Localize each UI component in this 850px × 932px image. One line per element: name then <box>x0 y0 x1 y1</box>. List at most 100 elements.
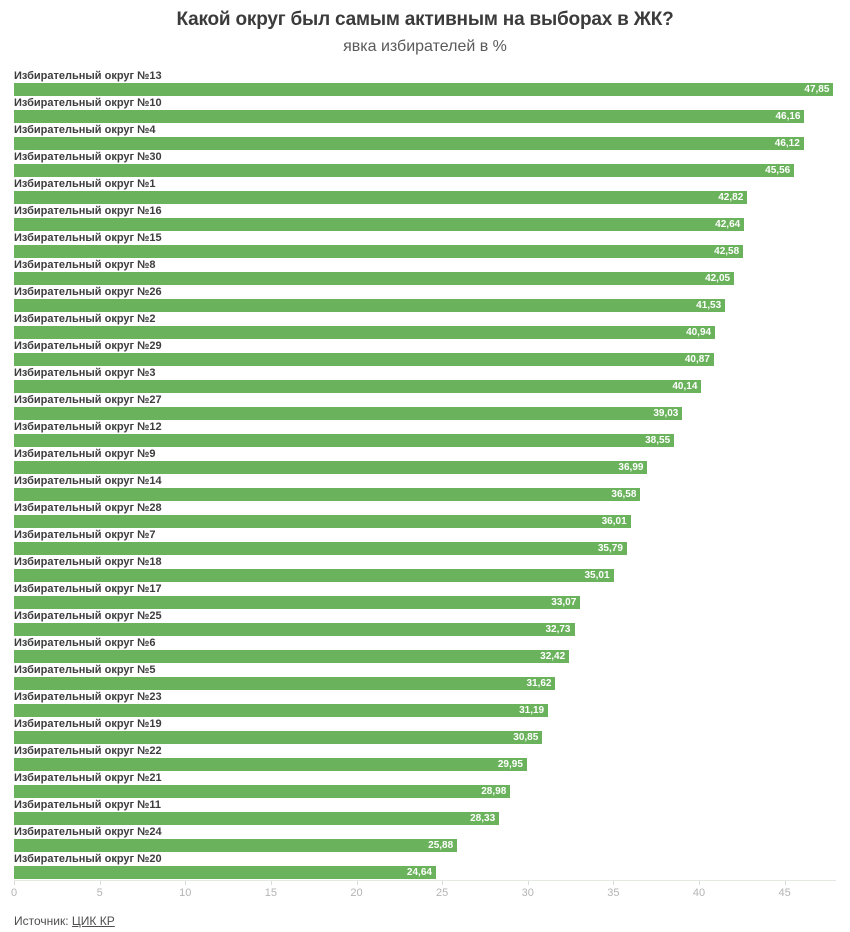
bar-value: 47,85 <box>804 84 830 95</box>
bar-row: Избирательный округ №25 32,73 <box>14 610 836 636</box>
bar: 31,62 <box>14 677 556 690</box>
bar-label: Избирательный округ №19 <box>14 718 162 730</box>
bar-label: Избирательный округ №14 <box>14 475 162 487</box>
bar: 40,87 <box>14 353 714 366</box>
bar-track: 38,55 <box>14 434 836 447</box>
bar-row: Избирательный округ №17 33,07 <box>14 583 836 609</box>
bar-label: Избирательный округ №29 <box>14 340 162 352</box>
source-note: Источник: ЦИК КР <box>14 914 836 929</box>
axis-tick-mark <box>442 881 444 885</box>
bar-row: Избирательный округ №1 42,82 <box>14 178 836 204</box>
axis-tick-label: 35 <box>607 887 620 899</box>
bar: 45,56 <box>14 164 795 177</box>
bar-value: 46,12 <box>774 138 800 149</box>
bar-value: 40,94 <box>686 327 712 338</box>
bar-row: Избирательный округ №15 42,58 <box>14 232 836 258</box>
bar-track: 41,53 <box>14 299 836 312</box>
bar: 36,58 <box>14 488 641 501</box>
bar-row: Избирательный округ №21 28,98 <box>14 772 836 798</box>
bar: 30,85 <box>14 731 543 744</box>
bar-track: 47,85 <box>14 83 836 96</box>
axis-tick-mark <box>270 881 272 885</box>
bar-track: 28,33 <box>14 812 836 825</box>
bar: 28,33 <box>14 812 500 825</box>
bar-label: Избирательный округ №25 <box>14 610 162 622</box>
bar: 42,64 <box>14 218 745 231</box>
bar-label: Избирательный округ №2 <box>14 313 156 325</box>
bar: 36,01 <box>14 515 631 528</box>
bar-label: Избирательный округ №27 <box>14 394 162 406</box>
bar-label: Избирательный округ №9 <box>14 448 156 460</box>
bar-track: 28,98 <box>14 785 836 798</box>
bar-row: Избирательный округ №4 46,12 <box>14 124 836 150</box>
bar-label: Избирательный округ №5 <box>14 664 156 676</box>
axis-tick-label: 40 <box>692 887 706 899</box>
bar-row: Избирательный округ №11 28,33 <box>14 799 836 825</box>
axis-tick-mark <box>527 881 529 885</box>
bar-row: Избирательный округ №23 31,19 <box>14 691 836 717</box>
bar-value: 45,56 <box>765 165 791 176</box>
bar-value: 32,42 <box>540 651 566 662</box>
x-axis: 0 5 10 15 20 25 30 35 40 45 <box>10 880 836 903</box>
bar-label: Избирательный округ №10 <box>14 97 162 109</box>
bar-label: Избирательный округ №15 <box>14 232 162 244</box>
bar-value: 36,01 <box>601 516 627 527</box>
bar-label: Избирательный округ №21 <box>14 772 162 784</box>
bar-row: Избирательный округ №19 30,85 <box>14 718 836 744</box>
bar: 42,05 <box>14 272 735 285</box>
bar-row: Избирательный округ №9 36,99 <box>14 448 836 474</box>
bar-value: 39,03 <box>653 408 679 419</box>
bar: 40,14 <box>14 380 702 393</box>
bar-label: Избирательный округ №26 <box>14 286 162 298</box>
bar-label: Избирательный округ №18 <box>14 556 162 568</box>
bar: 41,53 <box>14 299 726 312</box>
bar-chart: Избирательный округ №13 47,85 Избирательны… <box>10 70 836 903</box>
axis-tick-mark <box>185 881 187 885</box>
bar-value: 42,64 <box>715 219 741 230</box>
bar-row: Избирательный округ №30 45,56 <box>14 151 836 177</box>
axis-tick-mark <box>613 881 615 885</box>
bar-track: 40,87 <box>14 353 836 366</box>
bar-track: 42,05 <box>14 272 836 285</box>
bar: 24,64 <box>14 866 436 879</box>
bar: 46,16 <box>14 110 805 123</box>
bar-label: Избирательный округ №8 <box>14 259 156 271</box>
axis-tick-mark <box>99 881 101 885</box>
bar-value: 25,88 <box>428 840 454 851</box>
bar-row: Избирательный округ №14 36,58 <box>14 475 836 501</box>
bar-value: 31,62 <box>526 678 552 689</box>
axis-tick-mark <box>14 881 15 885</box>
bar-row: Избирательный округ №3 40,14 <box>14 367 836 393</box>
bar-row: Избирательный округ №13 47,85 <box>14 70 836 96</box>
bar: 29,95 <box>14 758 527 771</box>
bar-track: 25,88 <box>14 839 836 852</box>
bar-track: 33,07 <box>14 596 836 609</box>
bar-value: 41,53 <box>696 300 722 311</box>
bar-track: 36,99 <box>14 461 836 474</box>
source-link[interactable]: ЦИК КР <box>71 914 115 928</box>
axis-tick-label: 0 <box>10 887 18 899</box>
bar-row: Избирательный округ №16 42,64 <box>14 205 836 231</box>
axis-tick-label: 5 <box>96 887 103 899</box>
bar-track: 36,01 <box>14 515 836 528</box>
bar-row: Избирательный округ №12 38,55 <box>14 421 836 447</box>
bar-value: 42,82 <box>718 192 744 203</box>
chart-subtitle: явка избирателей в % <box>343 38 507 55</box>
bar-value: 36,58 <box>611 489 637 500</box>
bar-value: 42,58 <box>714 246 740 257</box>
bar-row: Избирательный округ №8 42,05 <box>14 259 836 285</box>
bar-label: Избирательный округ №6 <box>14 637 156 649</box>
axis-tick-label: 25 <box>436 887 449 899</box>
axis-tick-label: 45 <box>778 887 791 899</box>
bar: 46,12 <box>14 137 804 150</box>
bar-track: 32,73 <box>14 623 836 636</box>
axis-tick-mark <box>699 881 700 885</box>
bar-value: 32,73 <box>545 624 571 635</box>
bar-label: Избирательный округ №22 <box>14 745 162 757</box>
bar-value: 35,79 <box>597 543 623 554</box>
bar: 32,73 <box>14 623 575 636</box>
bar-track: 35,01 <box>14 569 836 582</box>
bar-value: 36,99 <box>618 462 644 473</box>
axis-tick-label: 30 <box>521 887 534 899</box>
bar-value: 42,05 <box>705 273 731 284</box>
